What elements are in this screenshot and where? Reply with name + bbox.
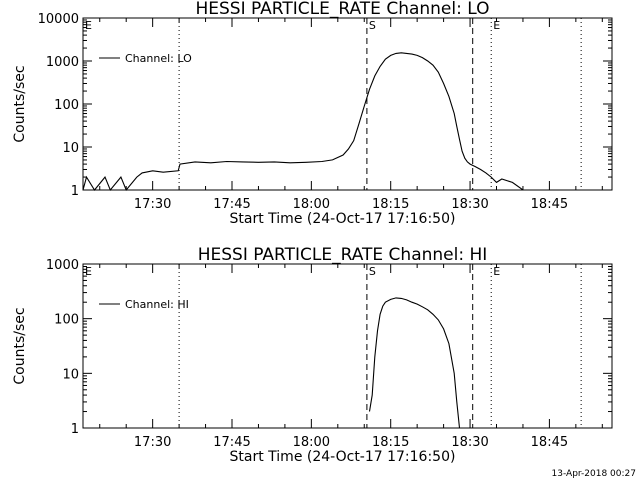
x-tick-label: 18:45 [531, 435, 568, 450]
marker-label: S [369, 19, 376, 32]
y-tick-label: 10 [62, 367, 79, 382]
marker-label: E [85, 265, 92, 278]
y-tick-label: 100 [54, 313, 79, 328]
marker-label: E [493, 19, 500, 32]
x-tick-label: 18:00 [293, 197, 330, 212]
x-tick-label: 17:30 [134, 197, 171, 212]
y-tick-label: 1 [71, 422, 79, 437]
y-tick-label: 10 [62, 141, 79, 156]
x-tick-label: 18:15 [372, 435, 409, 450]
plot-frame [82, 263, 613, 429]
marker-label: E [493, 265, 500, 278]
x-tick-label: 18:45 [531, 197, 568, 212]
x-axis-label: Start Time (24-Oct-17 17:16:50) [230, 211, 456, 227]
x-tick-label: 17:30 [134, 435, 171, 450]
marker-label: S [369, 265, 376, 278]
y-tick-label: 1 [71, 184, 79, 199]
panel-lo: HESSI PARTICLE_RATE Channel: LO 17:30 17:4… [12, 0, 613, 227]
legend-entry: Channel: LO [125, 52, 192, 65]
chart-title: HESSI PARTICLE_RATE Channel: HI [198, 245, 488, 265]
series-line [368, 297, 461, 429]
legend-entry: Channel: HI [125, 298, 189, 311]
x-tick-label: 18:00 [293, 435, 330, 450]
x-tick-label: 18:30 [451, 435, 488, 450]
x-axis-label: Start Time (24-Oct-17 17:16:50) [230, 449, 456, 465]
y-axis-label: Counts/sec [12, 65, 28, 142]
y-tick-label: 1000 [46, 258, 79, 273]
y-axis-label: Counts/sec [12, 307, 28, 384]
chart-title: HESSI PARTICLE_RATE Channel: LO [195, 0, 489, 19]
y-tick-label: 10000 [38, 12, 79, 27]
x-tick-label: 18:30 [451, 197, 488, 212]
x-tick-label: 17:45 [213, 197, 250, 212]
y-tick-label: 1000 [46, 55, 79, 70]
panel-hi: HESSI PARTICLE_RATE Channel: HI 17:30 17:4… [12, 245, 613, 465]
y-tick-label: 100 [54, 98, 79, 113]
series-line [82, 52, 597, 192]
timestamp: 13-Apr-2018 00:27 [552, 469, 636, 479]
marker-label: E [85, 19, 92, 32]
plot-frame [82, 17, 613, 191]
x-tick-label: 17:45 [213, 435, 250, 450]
x-tick-label: 18:15 [372, 197, 409, 212]
